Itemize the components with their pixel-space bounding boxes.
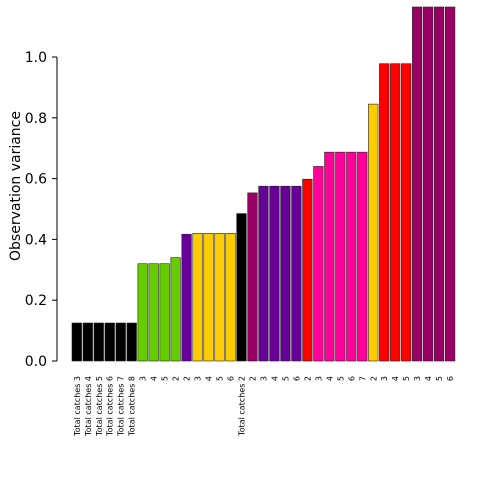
- bar: [126, 322, 137, 362]
- bar: [280, 185, 291, 362]
- bar: [214, 233, 225, 362]
- x-tick-label: 6: [292, 376, 301, 381]
- bars-layer: [71, 6, 456, 362]
- x-tick-label: 5: [281, 376, 290, 381]
- x-tick-label: Total catches 6: [106, 376, 115, 437]
- y-tick-label: 0.2: [25, 293, 47, 309]
- bar: [401, 63, 412, 362]
- bar: [203, 233, 214, 362]
- x-tick-label: Total catches 5: [95, 376, 104, 437]
- x-tick-label: 3: [139, 376, 148, 381]
- y-tick-label: 0.6: [25, 172, 47, 188]
- y-axis: 0.0 0.2 0.4 0.6 0.8 1.0: [25, 50, 58, 370]
- y-tick-label: 1.0: [25, 50, 47, 66]
- bar: [390, 63, 401, 362]
- x-tick-label: 3: [413, 376, 422, 381]
- bar: [137, 263, 148, 362]
- x-tick-label: 6: [446, 376, 455, 381]
- bar: [181, 233, 192, 362]
- y-tick-label: 0.4: [25, 232, 47, 248]
- bar: [104, 322, 115, 362]
- y-axis-title: Observation variance: [8, 111, 24, 261]
- x-tick-label: 3: [259, 376, 268, 381]
- bar: [93, 322, 104, 362]
- bar: [313, 166, 324, 362]
- x-tick-label: 3: [194, 376, 203, 381]
- bar: [247, 192, 258, 362]
- x-tick-label: 6: [347, 376, 356, 381]
- x-tick-label: 6: [227, 376, 236, 381]
- bar: [346, 151, 357, 362]
- y-tick-label: 0.8: [25, 111, 47, 127]
- bar: [115, 322, 126, 362]
- x-tick-label: 3: [380, 376, 389, 381]
- bar: [258, 185, 269, 362]
- bar: [236, 213, 247, 362]
- y-tick-label: 0.0: [25, 354, 47, 370]
- bar: [423, 6, 434, 362]
- bar: [379, 63, 390, 362]
- x-tick-label: 4: [150, 376, 159, 381]
- bar: [357, 151, 368, 362]
- bar: [434, 6, 445, 362]
- bar: [291, 185, 302, 362]
- bar: [335, 151, 346, 362]
- bar: [412, 6, 423, 362]
- x-tick-label: 4: [205, 376, 214, 381]
- x-tick-label: 2: [369, 376, 378, 381]
- x-tick-label: Total catches 8: [128, 376, 137, 437]
- x-tick-label: 5: [161, 376, 170, 381]
- bar: [368, 103, 379, 362]
- x-tick-label: 7: [358, 376, 367, 381]
- bar: [225, 233, 236, 362]
- x-tick-label: 2: [183, 376, 192, 381]
- x-tick-label: 4: [325, 376, 334, 381]
- bar: [82, 322, 93, 362]
- x-tick-label: Total catches 3: [73, 376, 82, 437]
- bar: [148, 263, 159, 362]
- bar: [159, 263, 170, 362]
- bar: [324, 151, 335, 362]
- x-tick-label: 3: [314, 376, 323, 381]
- x-tick-label: 2: [303, 376, 312, 381]
- x-tick-label: 5: [402, 376, 411, 381]
- x-axis-labels: Total catches 3 Total catches 4 Total catc…: [73, 376, 455, 437]
- x-tick-label: 4: [424, 376, 433, 381]
- x-tick-label: 2: [172, 376, 181, 381]
- x-tick-label: Total catches 4: [84, 376, 93, 437]
- bar: [269, 185, 280, 362]
- x-tick-label: Total catches 2: [238, 376, 247, 437]
- x-tick-label: 5: [216, 376, 225, 381]
- x-tick-label: Total catches 7: [117, 376, 126, 437]
- x-tick-label: 4: [270, 376, 279, 381]
- x-tick-label: 5: [435, 376, 444, 381]
- bar: [302, 178, 313, 362]
- x-tick-label: 4: [391, 376, 400, 381]
- bar: [192, 233, 203, 362]
- x-tick-label: 2: [248, 376, 257, 381]
- x-tick-label: 5: [336, 376, 345, 381]
- bar: [445, 6, 456, 362]
- bar: [71, 322, 82, 362]
- bar: [170, 257, 181, 362]
